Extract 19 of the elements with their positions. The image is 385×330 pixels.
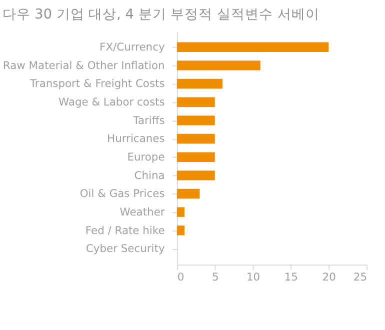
- y-tick-label: Raw Material & Other Inflation: [2, 58, 165, 72]
- chart-title: 다우 30 기업 대상, 4 분기 부정적 실적변수 서베이: [2, 6, 320, 23]
- y-tick-label: Wage & Labor costs: [58, 96, 166, 109]
- y-tick-label: Hurricanes: [107, 132, 166, 146]
- y-tick-label: Transport & Freight Costs: [28, 77, 166, 90]
- x-tick-label: 5: [212, 270, 219, 284]
- y-tick-label: Cyber Security: [86, 242, 165, 256]
- y-tick-label: Tariffs: [132, 114, 166, 127]
- y-tick-label: Oil & Gas Prices: [80, 187, 166, 200]
- y-tick-label: Europe: [127, 150, 165, 164]
- x-tick-label: 20: [322, 270, 336, 284]
- x-tick-label: 25: [353, 270, 368, 284]
- x-tick-label: 15: [284, 270, 298, 284]
- y-tick-label: China: [134, 168, 165, 182]
- x-tick-label: 10: [246, 270, 260, 284]
- y-tick-label: Weather: [120, 205, 166, 218]
- y-tick-label: Fed / Rate hike: [85, 224, 165, 237]
- x-tick-label: 0: [177, 270, 184, 284]
- y-tick-label: FX/Currency: [100, 40, 165, 54]
